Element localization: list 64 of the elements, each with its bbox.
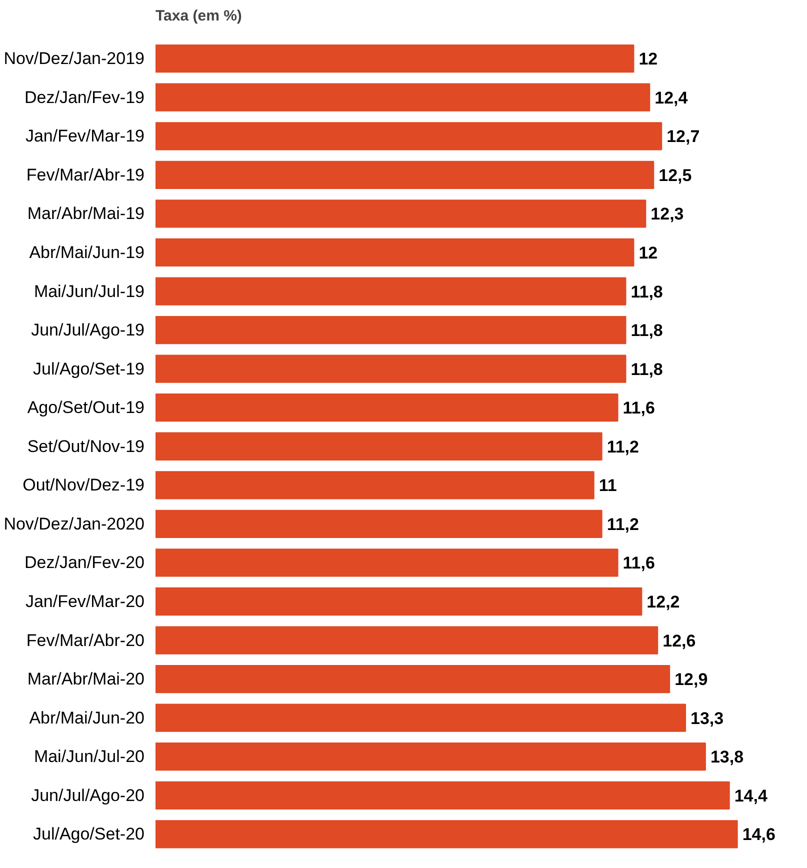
data-label: 11,8: [630, 282, 663, 302]
data-label: 14,6: [742, 825, 776, 844]
bar: [156, 781, 730, 810]
y-tick-label: Ago/Set/Out-19: [27, 398, 145, 418]
bar: [156, 471, 594, 500]
y-tick-label: Nov/Dez/Jan-2019: [4, 49, 145, 68]
data-label: 12: [638, 243, 658, 262]
data-label: 11,2: [606, 437, 639, 456]
data-label: 11,8: [630, 360, 663, 379]
bar: [156, 44, 634, 73]
y-tick-label: Out/Nov/Dez-19: [22, 476, 145, 495]
data-label: 12,5: [658, 166, 692, 185]
data-label: 12,2: [646, 592, 680, 612]
bar: [156, 820, 738, 848]
y-tick-label: Dez/Jan/Fev-19: [24, 88, 145, 107]
y-tick-label: Nov/Dez/Jan-2020: [4, 514, 145, 534]
chart-title: Taxa (em %): [156, 8, 242, 24]
bar: [156, 238, 634, 267]
bar: [156, 83, 650, 112]
data-label: 12,9: [674, 670, 708, 690]
bar: [156, 277, 626, 306]
y-tick-label: Abr/Mai/Jun-20: [29, 708, 145, 728]
bar: [156, 354, 626, 383]
y-tick-label: Mai/Jun/Jul-19: [34, 282, 145, 301]
y-tick-label: Fev/Mar/Abr-20: [26, 630, 145, 650]
bar: [156, 122, 662, 150]
y-tick-label: Jul/Ago/Set-19: [32, 359, 145, 378]
bar: [156, 160, 654, 189]
bar: [156, 664, 670, 694]
bar: [156, 742, 706, 771]
bar: [156, 432, 602, 460]
y-tick-label: Jun/Jul/Ago-19: [31, 320, 144, 340]
data-label: 12,3: [650, 204, 684, 224]
y-tick-label: Jun/Jul/Ago-20: [31, 786, 144, 805]
data-label: 13,3: [690, 708, 724, 728]
data-label: 14,4: [734, 786, 768, 806]
y-tick-label: Mai/Jun/Jul-20: [34, 747, 145, 766]
data-label: 11,6: [622, 554, 655, 573]
y-tick-label: Abr/Mai/Jun-19: [29, 242, 145, 262]
y-tick-label: Jul/Ago/Set-20: [32, 824, 145, 844]
data-label: 13,8: [710, 748, 744, 767]
y-tick-label: Fev/Mar/Abr-19: [26, 165, 145, 184]
data-label: 12,4: [654, 88, 688, 108]
data-label: 12,7: [666, 127, 700, 146]
data-label: 12: [638, 50, 658, 69]
y-tick-label: Mar/Abr/Mai-20: [27, 670, 144, 689]
bar: [156, 394, 618, 422]
bar: [156, 316, 626, 344]
bar: [156, 548, 618, 577]
bar: [156, 626, 658, 654]
data-label: 11,2: [606, 514, 639, 534]
bar: [156, 510, 602, 538]
data-label: 12,6: [662, 631, 696, 650]
y-tick-label: Jan/Fev/Mar-20: [25, 592, 145, 611]
data-label: 11,8: [630, 321, 663, 340]
y-tick-label: Jan/Fev/Mar-19: [25, 126, 145, 146]
y-tick-label: Mar/Abr/Mai-19: [27, 204, 144, 224]
y-tick-label: Dez/Jan/Fev-20: [24, 553, 145, 572]
y-tick-label: Set/Out/Nov-19: [27, 436, 145, 456]
bar: [156, 587, 642, 616]
data-label: 11,6: [622, 398, 655, 418]
data-label: 11: [598, 476, 617, 496]
bar: [156, 704, 686, 732]
bar: [156, 200, 646, 228]
